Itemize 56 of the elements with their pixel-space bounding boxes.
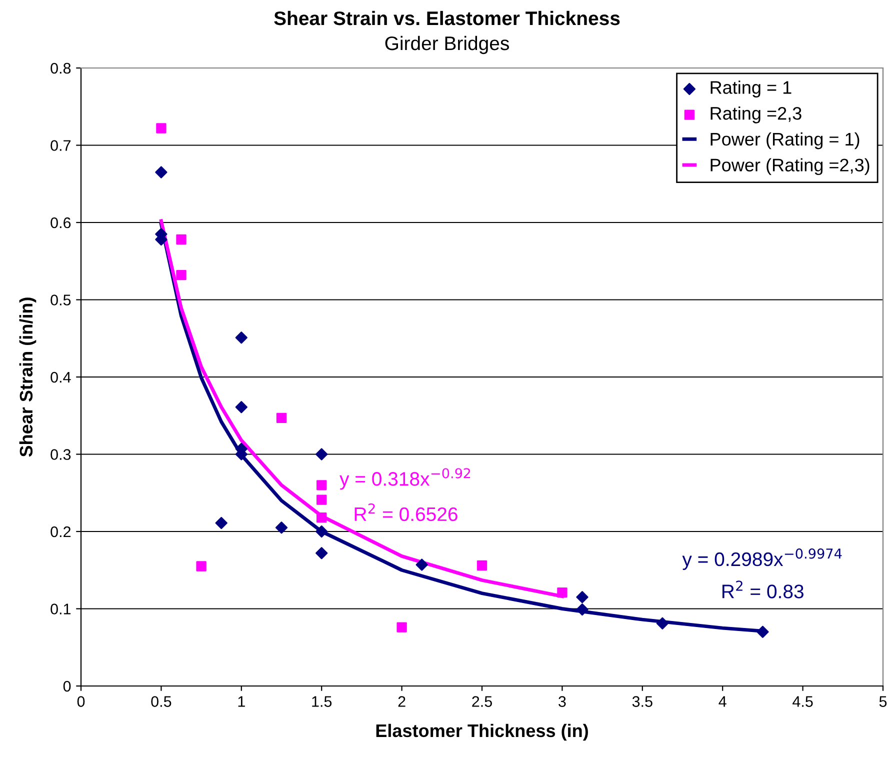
point [316, 480, 327, 490]
legend-label: Rating = 1 [710, 80, 792, 98]
y-tick-label: 0.3 [50, 449, 71, 460]
y-tick-label: 0.4 [50, 372, 71, 383]
point [316, 448, 328, 460]
point [316, 547, 328, 560]
point [476, 560, 488, 571]
point [656, 617, 669, 630]
y-tick-label: 0.6 [50, 217, 71, 228]
point [416, 558, 428, 571]
annotation: y = 0.2989x$^{−0.9974}$ [682, 548, 842, 570]
point [316, 512, 327, 523]
point [276, 412, 287, 424]
y-tick-label: 0.1 [50, 604, 71, 614]
x-tick-label: 3.5 [632, 696, 652, 707]
annotation: y = 0.318x$^{−0.92}$ [340, 468, 470, 490]
point [176, 234, 186, 245]
y-tick-label: 0.5 [50, 294, 71, 306]
x-tick-label: 5 [879, 696, 887, 707]
x-tick-label: 2.5 [472, 696, 492, 707]
legend-label: Power (Rating = 1) [710, 132, 860, 150]
y-axis-title: Shear Strain (in/in) [19, 298, 36, 457]
x-tick-label: 2 [398, 696, 406, 707]
annotation: R$^{2}$ = 0.83 [722, 580, 804, 598]
point [176, 270, 186, 280]
y-tick-label: 0.2 [50, 526, 71, 538]
point [756, 626, 769, 638]
y-tick-label: 0.8 [50, 62, 71, 74]
x-tick-label: 0.5 [151, 696, 172, 707]
x-axis-title: Elastomer Thickness (in) [376, 724, 588, 741]
y-tick-label: 0 [63, 680, 71, 692]
point [235, 401, 248, 414]
x-tick-label: 4 [718, 696, 726, 707]
y-tick-label: 0.7 [50, 140, 71, 151]
point [396, 622, 407, 632]
point [275, 522, 288, 534]
chart-title: Shear Strain vs. Elastomer Thickness [274, 10, 620, 26]
point [316, 525, 328, 538]
point [316, 494, 327, 505]
point [196, 561, 206, 572]
x-tick-label: 0 [77, 696, 85, 707]
point [235, 332, 248, 344]
x-tick-label: 1 [238, 696, 245, 707]
legend-label: Power (Rating =2,3) [710, 158, 870, 176]
chart-subtitle: Girder Bridges [385, 36, 509, 54]
legend-label: Rating =2,3 [710, 106, 802, 124]
point [156, 123, 166, 134]
point [557, 587, 568, 598]
x-tick-label: 1.5 [312, 696, 332, 707]
point [155, 166, 168, 178]
point [576, 603, 588, 616]
point [576, 591, 588, 604]
x-tick-label: 3 [558, 696, 566, 707]
x-tick-label: 4.5 [792, 696, 813, 707]
annotation: R$^{2}$ = 0.6526 [354, 503, 458, 522]
point [215, 516, 228, 530]
